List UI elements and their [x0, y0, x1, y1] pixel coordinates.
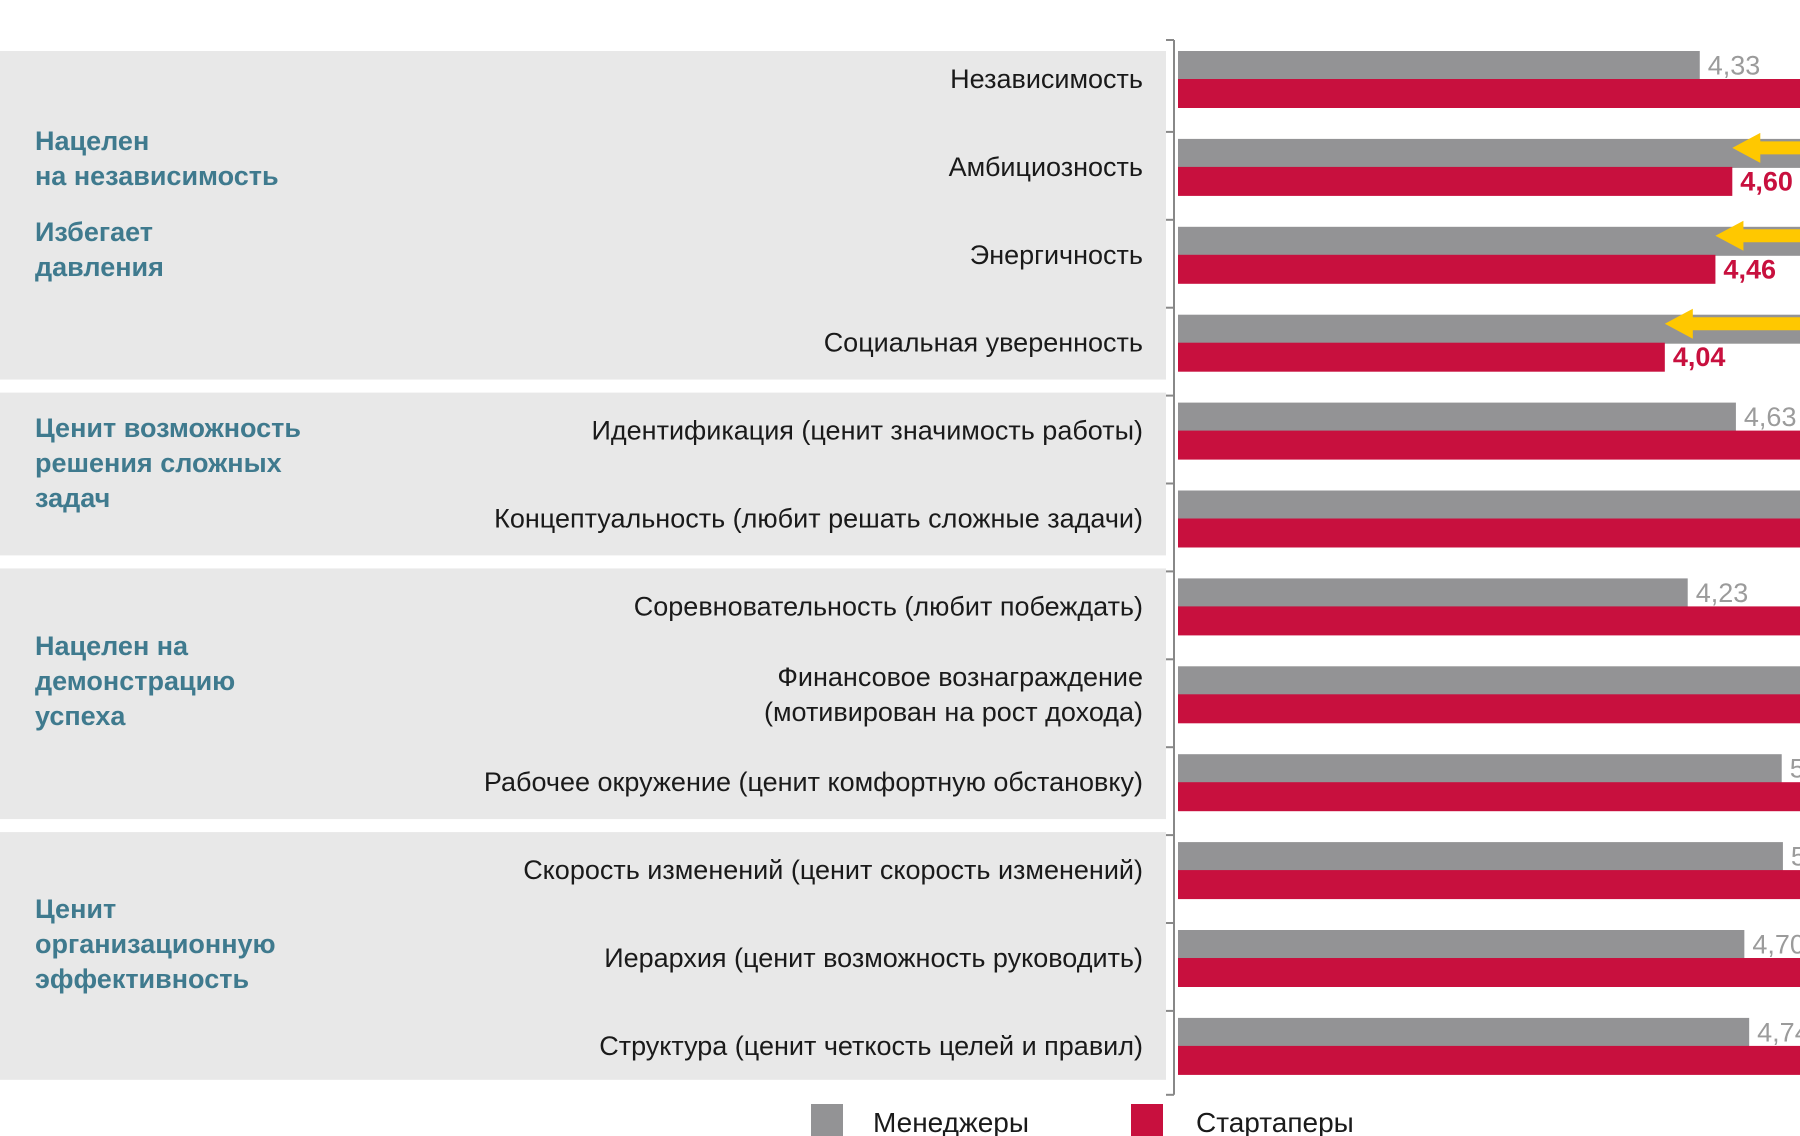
category-label: Амбициозность — [949, 152, 1143, 182]
bar-startupers — [1178, 430, 1800, 460]
group-label: решения сложных — [35, 448, 282, 478]
group-label: Нацелен на — [35, 631, 189, 661]
bar-managers — [1178, 578, 1688, 608]
bar-startupers — [1178, 79, 1800, 108]
group-label: успеха — [35, 701, 126, 731]
labels: 4,335,77Независимость5,174,60Амбициознос… — [35, 51, 1800, 1061]
group-panel — [0, 832, 1166, 1080]
data-label-startupers: 4,46 — [1723, 254, 1776, 284]
bar-startupers — [1178, 694, 1800, 724]
category-label: Социальная уверенность — [824, 328, 1143, 358]
bar-managers — [1178, 402, 1736, 432]
data-label-startupers: 4,04 — [1673, 342, 1726, 372]
bar-managers — [1178, 1017, 1750, 1047]
group-panel — [0, 392, 1166, 556]
group-panels — [0, 51, 1166, 1080]
bar-startupers — [1178, 518, 1800, 548]
bar-startupers — [1178, 782, 1800, 812]
legend-label-managers: Менеджеры — [873, 1107, 1029, 1136]
bar-startupers — [1178, 1045, 1800, 1075]
group-label: Ценит — [35, 894, 116, 924]
legend: Менеджеры Стартаперы — [811, 1104, 1354, 1136]
data-label-managers: 4,23 — [1696, 578, 1749, 608]
category-label: Соревновательность (любит побеждать) — [634, 591, 1143, 621]
group-label: давления — [35, 252, 164, 282]
bar-managers — [1178, 754, 1782, 784]
bar-startupers — [1178, 166, 1733, 196]
bars — [1178, 51, 1800, 1075]
category-label: Рабочее окружение (ценит комфортную обст… — [484, 767, 1143, 797]
group-label: эффективность — [35, 964, 249, 994]
decrease-arrows — [1664, 132, 1800, 339]
decrease-arrow — [1664, 308, 1800, 339]
legend-swatch-managers — [811, 1104, 843, 1136]
data-label-managers: 4,74 — [1757, 1017, 1800, 1047]
data-label-startupers: 4,60 — [1740, 166, 1793, 196]
group-label: организационную — [35, 929, 276, 959]
bar-startupers — [1178, 342, 1665, 372]
category-label: (мотивирован на рост дохода) — [764, 697, 1143, 727]
decrease-arrow — [1732, 132, 1800, 163]
category-label: Концептуальность (любит решать сложные з… — [494, 504, 1143, 534]
group-label: на независимость — [35, 161, 279, 191]
data-label-managers: 5,01 — [1790, 754, 1800, 784]
category-label: Идентификация (ценит значимость работы) — [591, 416, 1143, 446]
group-label: демонстрацию — [35, 666, 235, 696]
bar-managers — [1178, 490, 1800, 520]
category-label: Энергичность — [970, 240, 1143, 270]
bar-startupers — [1178, 254, 1716, 284]
group-label: Избегает — [35, 217, 153, 247]
bar-managers — [1178, 930, 1745, 959]
category-label: Финансовое вознаграждение — [777, 662, 1143, 692]
category-label: Иерархия (ценит возможность руководить) — [604, 943, 1143, 973]
category-axis — [1166, 39, 1175, 1096]
decrease-arrow — [1715, 220, 1800, 251]
group-panel — [0, 568, 1166, 820]
bar-startupers — [1178, 958, 1800, 987]
bar-managers — [1178, 51, 1700, 80]
bar-managers — [1178, 666, 1800, 696]
data-label-managers: 4,33 — [1708, 51, 1761, 81]
category-label: Структура (ценит четкость целей и правил… — [599, 1031, 1143, 1061]
group-label: задач — [35, 483, 110, 513]
bar-managers — [1178, 226, 1800, 256]
legend-label-startupers: Стартаперы — [1196, 1107, 1354, 1136]
group-label: Нацелен — [35, 126, 149, 156]
bar-managers — [1178, 138, 1800, 168]
category-label: Независимость — [950, 64, 1143, 94]
bar-startupers — [1178, 606, 1800, 636]
legend-swatch-startupers — [1131, 1104, 1163, 1136]
bar-startupers — [1178, 870, 1800, 900]
bar-managers — [1178, 842, 1783, 872]
data-label-managers: 4,70 — [1752, 930, 1800, 960]
group-label: Ценит возможность — [35, 413, 301, 443]
data-label-managers: 4,63 — [1744, 402, 1797, 432]
group-panel — [0, 51, 1166, 380]
data-label-managers: 5,02 — [1791, 842, 1800, 872]
category-label: Скорость изменений (ценит скорость измен… — [523, 855, 1143, 885]
